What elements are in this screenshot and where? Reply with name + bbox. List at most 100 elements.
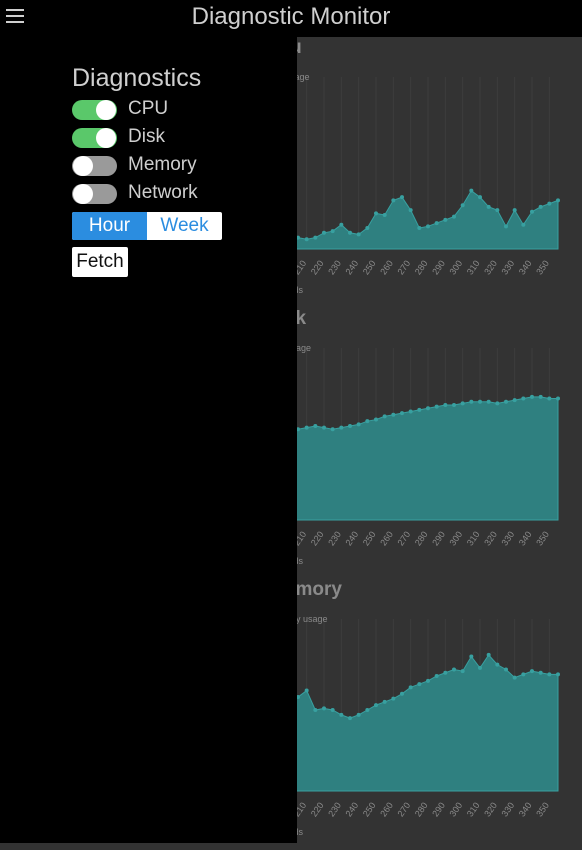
data-point (391, 198, 396, 203)
app-title: Diagnostic Monitor (191, 3, 391, 30)
cpu-chart-svg: 1701801902002102202302402502602702802903… (218, 77, 560, 276)
x-tick-label: 270 (395, 800, 412, 818)
data-point (538, 204, 543, 209)
x-tick-label: 280 (413, 258, 430, 276)
data-point (365, 419, 370, 424)
data-point (356, 422, 361, 427)
data-point (556, 198, 560, 203)
x-tick-label: 270 (395, 258, 412, 276)
data-point (356, 232, 361, 237)
disk-toggle-label: Disk (128, 126, 165, 147)
data-point (330, 427, 335, 432)
x-tick-label: 290 (430, 800, 447, 818)
data-point (512, 208, 517, 213)
disk-toggle-switch[interactable] (72, 128, 117, 148)
data-point (547, 201, 552, 206)
network-toggle[interactable]: Network (72, 182, 272, 206)
x-tick-label: 240 (343, 529, 360, 547)
x-tick-label: 250 (361, 800, 378, 818)
data-point (443, 217, 448, 222)
data-point (382, 699, 387, 704)
data-point (322, 230, 326, 235)
data-point (313, 708, 318, 712)
time-range-selector: Hour Week (72, 212, 222, 240)
data-point (391, 412, 396, 417)
data-point (426, 224, 430, 229)
data-point (400, 195, 404, 200)
data-point (538, 670, 543, 675)
data-point (530, 209, 534, 214)
data-point (504, 399, 508, 404)
data-point (486, 204, 491, 209)
x-tick-label: 310 (465, 800, 482, 818)
data-point (443, 402, 448, 407)
x-tick-label: 320 (482, 258, 499, 276)
cpu-toggle-switch[interactable] (72, 100, 117, 120)
data-point (382, 414, 387, 419)
data-point (296, 695, 300, 700)
x-tick-label: 300 (447, 258, 464, 276)
data-point (339, 222, 344, 227)
data-point (452, 402, 456, 407)
data-point (356, 712, 361, 717)
data-point (495, 662, 500, 667)
memory-chart-legend: memory usage (268, 614, 328, 624)
hamburger-menu-icon[interactable] (6, 9, 24, 23)
data-point (374, 703, 378, 708)
x-tick-label: 300 (447, 529, 464, 547)
data-point (304, 688, 309, 693)
disk-toggle[interactable]: Disk (72, 126, 272, 150)
data-point (426, 406, 430, 411)
data-point (478, 399, 482, 404)
data-point (365, 225, 370, 230)
data-point (469, 654, 474, 659)
hour-range-button[interactable]: Hour (72, 212, 147, 240)
data-point (417, 682, 422, 687)
x-tick-label: 220 (309, 258, 326, 276)
data-point (512, 398, 517, 403)
network-toggle-label: Network (128, 182, 198, 203)
fetch-button[interactable]: Fetch (72, 247, 128, 277)
data-point (400, 411, 404, 416)
data-point (538, 394, 543, 399)
data-point (530, 669, 534, 674)
data-point (486, 399, 491, 404)
x-tick-label: 220 (309, 529, 326, 547)
data-point (374, 211, 378, 216)
cpu-toggle[interactable]: CPU (72, 98, 272, 122)
x-tick-label: 300 (447, 800, 464, 818)
x-tick-label: 230 (326, 800, 343, 818)
data-point (322, 425, 326, 430)
x-tick-label: 330 (499, 529, 516, 547)
data-point (417, 225, 422, 230)
memory-toggle-switch[interactable] (72, 156, 117, 176)
data-point (391, 696, 396, 701)
data-point (304, 425, 309, 430)
data-point (339, 712, 344, 717)
memory-toggle[interactable]: Memory (72, 154, 272, 178)
data-point (460, 401, 465, 406)
x-tick-label: 270 (395, 529, 412, 547)
x-tick-label: 290 (430, 258, 447, 276)
data-point (478, 195, 482, 200)
data-point (434, 221, 439, 226)
x-tick-label: 310 (465, 258, 482, 276)
data-point (322, 706, 326, 711)
data-point (348, 424, 352, 429)
data-point (382, 212, 387, 217)
data-point (304, 237, 309, 242)
data-point (556, 672, 560, 677)
week-range-button[interactable]: Week (160, 215, 209, 236)
data-point (469, 188, 474, 193)
data-point (348, 230, 352, 235)
data-point (348, 716, 352, 721)
data-point (547, 396, 552, 401)
memory-toggle-label: Memory (128, 154, 197, 175)
data-point (521, 222, 526, 227)
top-bar: Diagnostic Monitor (0, 0, 582, 36)
x-tick-label: 350 (534, 800, 551, 818)
network-toggle-switch[interactable] (72, 184, 117, 204)
data-point (495, 401, 500, 406)
data-point (512, 675, 517, 680)
data-point (556, 396, 560, 401)
